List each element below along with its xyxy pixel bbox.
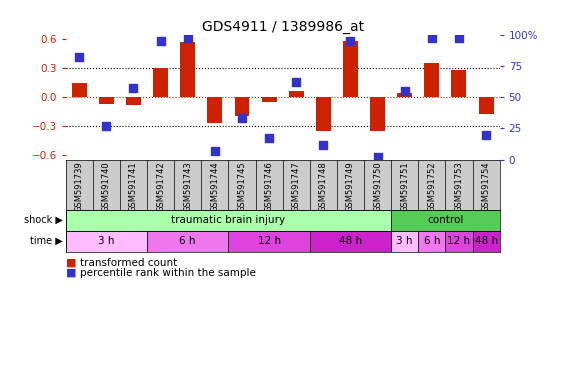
Point	[346, 38, 355, 44]
Text: 3 h: 3 h	[98, 236, 115, 246]
Bar	[309, 231, 391, 252]
Text: GSM591753: GSM591753	[455, 161, 464, 212]
Text: traumatic brain injury: traumatic brain injury	[171, 215, 286, 225]
Point	[427, 35, 436, 41]
Point	[292, 79, 301, 85]
Text: 12 h: 12 h	[258, 236, 280, 246]
Text: 6 h: 6 h	[179, 236, 196, 246]
Bar	[391, 231, 418, 252]
Point	[102, 123, 111, 129]
Text: GSM591739: GSM591739	[75, 161, 84, 212]
Text: ■: ■	[66, 258, 80, 268]
Text: 6 h: 6 h	[424, 236, 440, 246]
Text: GSM591741: GSM591741	[129, 161, 138, 212]
Bar	[99, 97, 114, 104]
Text: GSM591744: GSM591744	[210, 161, 219, 212]
Bar	[343, 41, 358, 97]
Text: GSM591747: GSM591747	[292, 161, 301, 212]
Text: GSM591750: GSM591750	[373, 161, 382, 212]
Bar	[153, 68, 168, 97]
Bar	[207, 97, 222, 123]
Bar	[262, 97, 276, 102]
Point	[264, 136, 274, 142]
Bar	[66, 210, 391, 231]
Text: ■: ■	[66, 268, 80, 278]
Text: GSM591754: GSM591754	[481, 161, 490, 212]
Point	[481, 132, 490, 138]
Point	[183, 35, 192, 41]
Text: GSM591748: GSM591748	[319, 161, 328, 212]
Text: GSM591751: GSM591751	[400, 161, 409, 212]
Bar	[424, 63, 439, 97]
Point	[129, 85, 138, 91]
Point	[238, 115, 247, 121]
Point	[373, 154, 382, 160]
Bar	[66, 231, 147, 252]
Bar	[397, 93, 412, 97]
Text: GSM591742: GSM591742	[156, 161, 165, 212]
Text: GSM591745: GSM591745	[238, 161, 247, 212]
Bar	[391, 210, 500, 231]
Text: time ▶: time ▶	[30, 236, 63, 246]
Text: GSM591749: GSM591749	[346, 161, 355, 212]
Text: 3 h: 3 h	[396, 236, 413, 246]
Bar	[126, 97, 141, 105]
Text: shock ▶: shock ▶	[24, 215, 63, 225]
Text: GSM591752: GSM591752	[427, 161, 436, 212]
Bar	[235, 97, 250, 116]
Bar	[452, 70, 467, 97]
Bar	[289, 91, 304, 97]
Text: 12 h: 12 h	[448, 236, 471, 246]
Bar	[478, 97, 493, 114]
Point	[210, 148, 219, 154]
Text: 48 h: 48 h	[475, 236, 497, 246]
Text: transformed count: transformed count	[80, 258, 177, 268]
Bar	[445, 231, 473, 252]
Bar	[147, 231, 228, 252]
Bar	[418, 231, 445, 252]
Text: percentile rank within the sample: percentile rank within the sample	[80, 268, 256, 278]
Text: control: control	[427, 215, 464, 225]
Bar	[370, 97, 385, 131]
Bar	[180, 42, 195, 97]
Point	[156, 38, 165, 44]
Bar	[316, 97, 331, 131]
Text: GSM591743: GSM591743	[183, 161, 192, 212]
Point	[400, 88, 409, 94]
Bar	[473, 231, 500, 252]
Text: GSM591746: GSM591746	[264, 161, 274, 212]
Point	[455, 35, 464, 41]
Text: GSM591740: GSM591740	[102, 161, 111, 212]
Text: 48 h: 48 h	[339, 236, 362, 246]
Bar	[72, 83, 87, 97]
Bar	[228, 231, 309, 252]
Point	[75, 54, 84, 60]
Title: GDS4911 / 1389986_at: GDS4911 / 1389986_at	[202, 20, 364, 33]
Point	[319, 142, 328, 148]
